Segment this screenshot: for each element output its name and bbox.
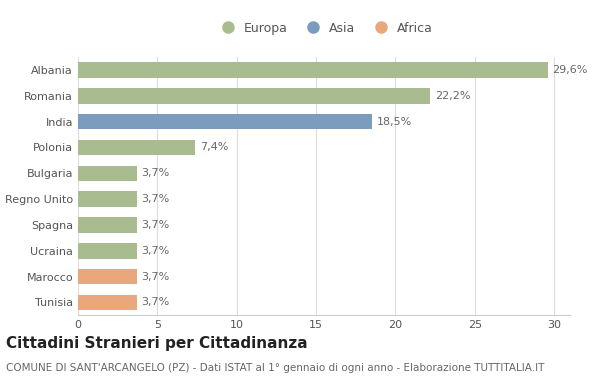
Text: 3,7%: 3,7% (142, 246, 170, 256)
Bar (78, 140, 196, 155)
Bar (78, 62, 548, 78)
Text: 18,5%: 18,5% (376, 117, 412, 127)
Bar (78, 295, 137, 310)
Text: 7,4%: 7,4% (200, 142, 229, 152)
Text: 3,7%: 3,7% (142, 272, 170, 282)
Text: 3,7%: 3,7% (142, 298, 170, 307)
Text: 22,2%: 22,2% (435, 91, 470, 101)
Bar (78, 217, 137, 233)
Bar (78, 192, 137, 207)
Bar (78, 166, 137, 181)
Bar (78, 88, 430, 103)
Bar (78, 269, 137, 284)
Text: COMUNE DI SANT'ARCANGELO (PZ) - Dati ISTAT al 1° gennaio di ogni anno - Elaboraz: COMUNE DI SANT'ARCANGELO (PZ) - Dati IST… (6, 363, 544, 373)
Text: 3,7%: 3,7% (142, 194, 170, 204)
Bar (78, 114, 371, 129)
Legend: Europa, Asia, Africa: Europa, Asia, Africa (211, 17, 437, 40)
Bar (78, 243, 137, 258)
Text: Cittadini Stranieri per Cittadinanza: Cittadini Stranieri per Cittadinanza (6, 336, 308, 351)
Text: 3,7%: 3,7% (142, 168, 170, 178)
Text: 3,7%: 3,7% (142, 220, 170, 230)
Text: 29,6%: 29,6% (553, 65, 588, 75)
